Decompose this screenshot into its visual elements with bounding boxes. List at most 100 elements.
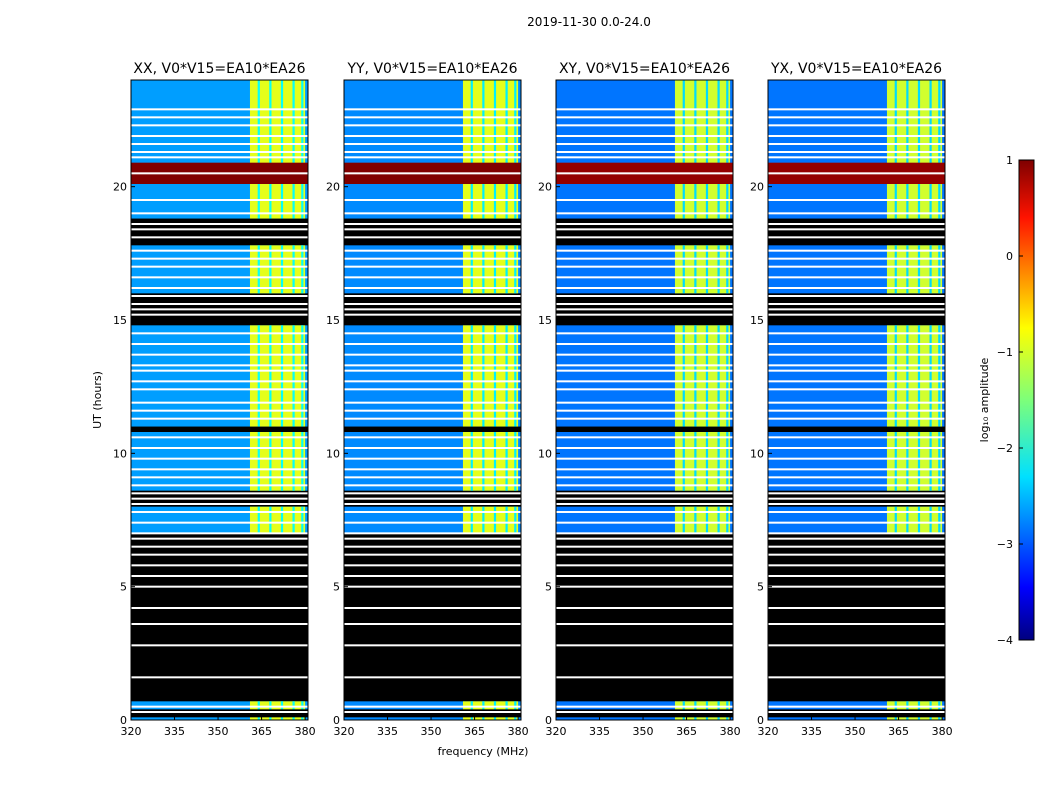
x-tick-label: 365: [888, 725, 909, 738]
blank-row: [131, 388, 308, 391]
blank-row: [556, 135, 733, 137]
rfi-channel-line: [269, 325, 272, 427]
blank-row: [131, 585, 308, 588]
blank-row: [556, 265, 733, 268]
panel-title: YY, V0*V15=EA10*EA26: [346, 61, 517, 77]
blank-row: [556, 492, 733, 495]
rfi-channel-line: [929, 325, 932, 427]
blank-row: [344, 585, 521, 588]
blank-row: [768, 564, 945, 567]
x-tick-label: 320: [334, 725, 355, 738]
rfi-channel-line: [682, 80, 685, 219]
y-tick-label: 15: [113, 314, 127, 327]
blank-row: [556, 585, 733, 588]
blank-row: [768, 199, 945, 201]
blank-row: [131, 417, 308, 420]
blank-row: [344, 308, 521, 311]
blank-row: [131, 313, 308, 316]
colorbar-scale: [1018, 159, 1035, 641]
blank-row: [556, 607, 733, 609]
rfi-channel-line: [292, 80, 295, 219]
blank-row: [768, 532, 945, 535]
blank-row: [768, 369, 945, 372]
rfi-channel-line: [906, 245, 909, 294]
heatmap-panel-2: YY, V0*V15=EA10*EA26 320 335 350 365 380 0 5 10 1…: [326, 61, 529, 738]
rfi-channel-line: [929, 80, 932, 219]
rfi-channel-line: [505, 506, 508, 534]
blank-row: [556, 364, 733, 367]
blank-row: [131, 553, 308, 556]
blank-row: [556, 143, 733, 145]
blank-row: [556, 156, 733, 159]
blank-row: [131, 156, 308, 159]
blank-row: [344, 468, 521, 471]
blank-row: [131, 135, 308, 137]
blank-row: [768, 236, 945, 239]
blank-row: [556, 228, 733, 231]
x-tick-label: 335: [377, 725, 398, 738]
rfi-channel-line: [717, 80, 720, 219]
rfi-channel-line: [917, 432, 921, 491]
rfi-channel-line: [280, 80, 284, 219]
blank-row: [344, 380, 521, 383]
blank-row: [768, 447, 945, 449]
rfi-channel-line: [894, 432, 897, 491]
blank-row: [131, 228, 308, 231]
blank-row: [768, 257, 945, 260]
flagged-gap: [556, 709, 733, 718]
blank-row: [768, 151, 945, 153]
blank-row: [344, 417, 521, 420]
rfi-channel-line: [493, 506, 497, 534]
blank-row: [768, 511, 945, 513]
rfi-channel-line: [726, 432, 729, 491]
blank-row: [556, 303, 733, 305]
rfi-channel-line: [726, 506, 729, 534]
rfi-channel-line: [514, 325, 517, 427]
blank-row: [344, 676, 521, 679]
blank-row: [768, 705, 945, 708]
rfi-channel-line: [482, 432, 485, 491]
blank-row: [768, 303, 945, 305]
blank-row: [768, 436, 945, 439]
x-tick-label: 335: [164, 725, 185, 738]
colorbar-tick-label: 0: [1006, 250, 1013, 263]
rfi-channel-line: [717, 432, 720, 491]
blank-row: [768, 553, 945, 556]
x-tick-label: 320: [758, 725, 779, 738]
rfi-channel-line: [929, 506, 932, 534]
blank-row: [344, 172, 521, 175]
blank-row: [556, 380, 733, 383]
y-tick-label: 0: [120, 714, 127, 727]
x-tick-label: 320: [121, 725, 142, 738]
blank-row: [131, 401, 308, 404]
rfi-channel-line: [717, 245, 720, 294]
blank-row: [556, 476, 733, 479]
rfi-channel-line: [280, 506, 284, 534]
rfi-channel-line: [482, 80, 485, 219]
rfi-channel-line: [514, 80, 517, 219]
blank-row: [768, 276, 945, 279]
rfi-channel-line: [705, 432, 709, 491]
flagged-gap: [131, 426, 308, 430]
rfi-channel-line: [705, 506, 709, 534]
rfi-channel-line: [694, 80, 697, 219]
rfi-channel-line: [726, 325, 729, 427]
x-tick-label: 335: [801, 725, 822, 738]
rfi-channel-line: [470, 245, 473, 294]
blank-row: [556, 705, 733, 708]
blank-row: [768, 388, 945, 391]
blank-row: [344, 388, 521, 391]
blank-row: [344, 303, 521, 305]
rfi-channel-line: [257, 506, 260, 534]
flagged-gap: [131, 709, 308, 718]
panel-title: XY, V0*V15=EA10*EA26: [559, 61, 730, 77]
blank-row: [344, 364, 521, 367]
rfi-channel-line: [301, 432, 304, 491]
blank-row: [344, 116, 521, 119]
blank-row: [131, 476, 308, 479]
blank-row: [131, 369, 308, 372]
y-tick-label: 20: [113, 181, 127, 194]
blank-row: [131, 623, 308, 625]
blank-row: [768, 457, 945, 460]
panel-frame: [130, 79, 309, 721]
